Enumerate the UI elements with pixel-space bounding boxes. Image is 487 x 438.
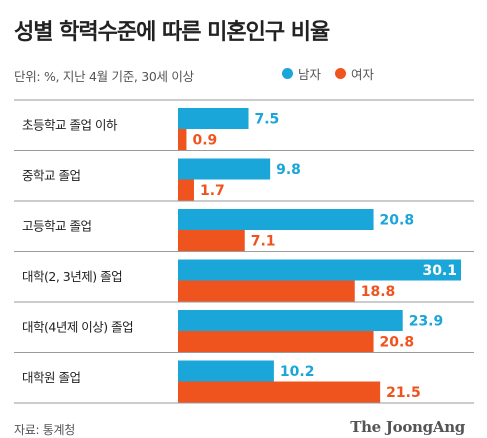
category-label: 대학(4년제 이상) 졸업 (22, 319, 133, 334)
legend-swatch-male (282, 68, 293, 79)
bar-female (178, 280, 355, 302)
unit-note: 단위: %, 지난 4월 기준, 30세 이상 (14, 69, 194, 84)
value-label-male: 7.5 (255, 112, 280, 128)
category-label: 초등학교 졸업 이하 (22, 117, 118, 132)
source-note: 자료: 통계청 (14, 423, 75, 437)
legend: 남자 여자 (282, 64, 388, 83)
bar-female (178, 331, 374, 352)
value-label-male: 9.8 (276, 162, 301, 178)
legend-label-male: 남자 (298, 67, 322, 82)
bar-female (178, 179, 194, 201)
value-label-male: 20.8 (380, 213, 415, 229)
chart-title: 성별 학력수준에 따른 미혼인구 비율 (14, 20, 330, 45)
legend-label-female: 여자 (351, 67, 375, 82)
value-label-male: 10.2 (280, 364, 315, 380)
value-label-female: 0.9 (192, 133, 217, 149)
value-label-female: 18.8 (361, 284, 396, 300)
bar-male (178, 259, 461, 281)
category-label: 중학교 졸업 (22, 168, 80, 183)
bar-female (178, 129, 187, 150)
legend-item-female: 여자 (335, 64, 374, 83)
value-label-male: 23.9 (409, 314, 444, 330)
category-label: 대학원 졸업 (22, 370, 80, 385)
value-label-female: 21.5 (386, 385, 421, 401)
value-label-female: 1.7 (200, 183, 225, 199)
subtitle-row: 단위: %, 지난 4월 기준, 30세 이상 남자 여자 (14, 64, 474, 84)
brand-logo: The JoongAng (350, 418, 465, 436)
category-label: 고등학교 졸업 (22, 218, 91, 233)
legend-swatch-female (335, 68, 347, 79)
bar-female (178, 230, 245, 251)
bar-male (178, 360, 274, 382)
bar-male (178, 158, 271, 180)
category-label: 대학(2, 3년제) 졸업 (22, 269, 122, 284)
value-label-male: 30.1 (422, 263, 457, 279)
value-label-female: 7.1 (251, 234, 276, 250)
bar-female (178, 381, 381, 403)
value-label-female: 20.8 (380, 335, 415, 351)
legend-item-male: 남자 (282, 64, 321, 83)
bar-male (178, 108, 249, 129)
bar-male (178, 310, 403, 331)
bar-male (178, 209, 374, 230)
